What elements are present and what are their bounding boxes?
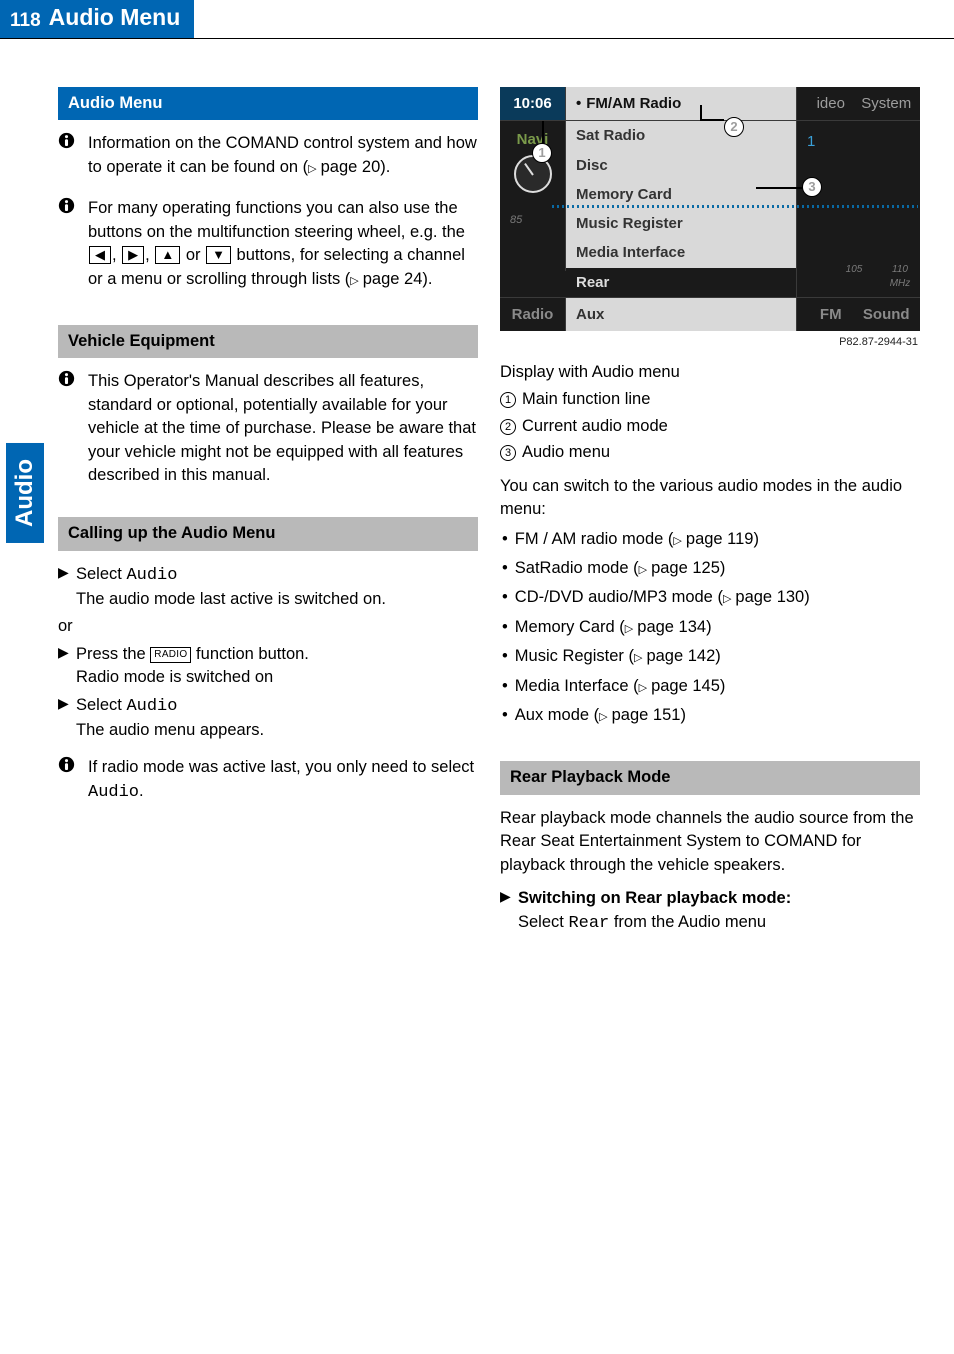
section-vehicle-equipment: Vehicle Equipment xyxy=(58,325,478,358)
step-3: ▶ Select Audio The audio menu appears. xyxy=(58,694,478,743)
ss-menu-rear: Rear xyxy=(566,268,796,297)
mode-item: Memory Card (page 134) xyxy=(502,616,920,639)
rear-playback-body: Rear playback mode channels the audio so… xyxy=(500,807,920,877)
ss-body: Navi 85 Sat Radio Disc Memory Card Music… xyxy=(500,121,920,297)
ss-ideo: ideo xyxy=(803,93,859,114)
ss-menu: Sat Radio Disc Memory Card Music Registe… xyxy=(566,121,796,297)
rear-step: ▶ Switching on Rear playback mode: Selec… xyxy=(500,887,920,936)
info-body-2: For many operating functions you can als… xyxy=(80,197,478,291)
step-marker-icon: ▶ xyxy=(58,563,76,612)
info-note-4: If radio mode was active last, you only … xyxy=(58,756,478,805)
ss-right-panel: 1 105 110 MHz xyxy=(796,121,920,297)
page-header-tab: 118 Audio Menu xyxy=(0,0,194,38)
ss-bottom-right: FM Sound xyxy=(796,298,920,331)
annotation-1: 1 xyxy=(532,143,552,163)
ss-menu-media: Media Interface xyxy=(566,238,796,267)
annotation-2: 2 xyxy=(724,117,744,137)
mode-item: FM / AM radio mode (page 119) xyxy=(502,528,920,551)
info-icon xyxy=(58,370,80,388)
mode-item: Music Register (page 142) xyxy=(502,645,920,668)
step-2: ▶ Press the RADIO function button. Radio… xyxy=(58,643,478,690)
info-icon xyxy=(58,132,80,150)
step-1: ▶ Select Audio The audio mode last activ… xyxy=(58,563,478,612)
image-code: P82.87-2944-31 xyxy=(500,335,918,351)
section-calling-audio-menu: Calling up the Audio Menu xyxy=(58,517,478,550)
section-rear-playback: Rear Playback Mode xyxy=(500,761,920,794)
ss-85: 85 xyxy=(510,213,522,229)
annotation-3: 3 xyxy=(802,177,822,197)
ss-system: System xyxy=(859,93,915,114)
ss-menu-sat: Sat Radio xyxy=(566,121,796,150)
legend-3: 3Audio menu xyxy=(500,441,920,464)
left-column: Audio Menu Information on the COMAND con… xyxy=(58,87,478,940)
circle-2-icon: 2 xyxy=(500,419,516,435)
ss-menu-disc: Disc xyxy=(566,151,796,180)
right-column: 10:06 FM/AM Radio ideo System Navi 85 Sa… xyxy=(500,87,920,940)
ss-topbar: 10:06 FM/AM Radio ideo System xyxy=(500,87,920,121)
ss-time: 10:06 xyxy=(500,87,566,120)
info-body-1: Information on the COMAND control system… xyxy=(80,132,478,179)
info-note-2: For many operating functions you can als… xyxy=(58,197,478,291)
ss-top-right: ideo System xyxy=(796,87,920,120)
ss-bottombar: Radio Aux FM Sound xyxy=(500,297,920,331)
ss-radio-label: Radio xyxy=(500,298,566,331)
info-note-3: This Operator's Manual describes all fea… xyxy=(58,370,478,487)
side-tab: Audio xyxy=(6,443,44,543)
info-icon xyxy=(58,197,80,215)
legend-1: 1Main function line xyxy=(500,388,920,411)
legend-2: 2Current audio mode xyxy=(500,415,920,438)
page-number: 118 xyxy=(10,10,41,31)
modes-list: FM / AM radio mode (page 119) SatRadio m… xyxy=(502,528,920,728)
comand-screenshot: 10:06 FM/AM Radio ideo System Navi 85 Sa… xyxy=(500,87,920,331)
ss-aux: Aux xyxy=(566,298,796,331)
info-icon xyxy=(58,756,80,774)
annotation-2-line-v xyxy=(700,105,702,119)
annotation-3-line xyxy=(756,187,802,189)
info-note-1: Information on the COMAND control system… xyxy=(58,132,478,179)
ss-right-num: 1 xyxy=(803,127,914,152)
mode-item: Aux mode (page 151) xyxy=(502,704,920,727)
info-body-3: This Operator's Manual describes all fea… xyxy=(80,370,478,487)
radio-button-icon: RADIO xyxy=(150,647,191,663)
left-arrow-icon: ◀ xyxy=(89,246,111,264)
step-marker-icon: ▶ xyxy=(500,887,518,936)
ss-sound: Sound xyxy=(859,304,915,325)
ss-fm-radio: FM/AM Radio xyxy=(566,87,796,120)
modes-intro: You can switch to the various audio mode… xyxy=(500,475,920,522)
step-marker-icon: ▶ xyxy=(58,694,76,743)
ss-ruler xyxy=(552,205,918,208)
mode-item: CD-/DVD audio/MP3 mode (page 130) xyxy=(502,586,920,609)
mode-item: Media Interface (page 145) xyxy=(502,675,920,698)
right-arrow-icon: ▶ xyxy=(122,246,144,264)
section-audio-menu: Audio Menu xyxy=(58,87,478,120)
circle-1-icon: 1 xyxy=(500,392,516,408)
ss-fm-label: FM xyxy=(803,304,859,325)
down-arrow-icon: ▼ xyxy=(206,246,231,264)
info-body-4: If radio mode was active last, you only … xyxy=(80,756,478,805)
ss-menu-music: Music Register xyxy=(566,209,796,238)
circle-3-icon: 3 xyxy=(500,445,516,461)
ss-scale: 105 110 MHz xyxy=(840,263,914,291)
screenshot-caption: Display with Audio menu xyxy=(500,361,920,384)
annotation-1-line xyxy=(542,121,544,143)
ss-left-panel: Navi 85 xyxy=(500,121,566,271)
mode-item: SatRadio mode (page 125) xyxy=(502,557,920,580)
page-title: Audio Menu xyxy=(49,4,181,30)
annotation-2-line-h xyxy=(700,119,724,121)
step-marker-icon: ▶ xyxy=(58,643,76,690)
up-arrow-icon: ▲ xyxy=(155,246,180,264)
or-label: or xyxy=(58,615,478,638)
